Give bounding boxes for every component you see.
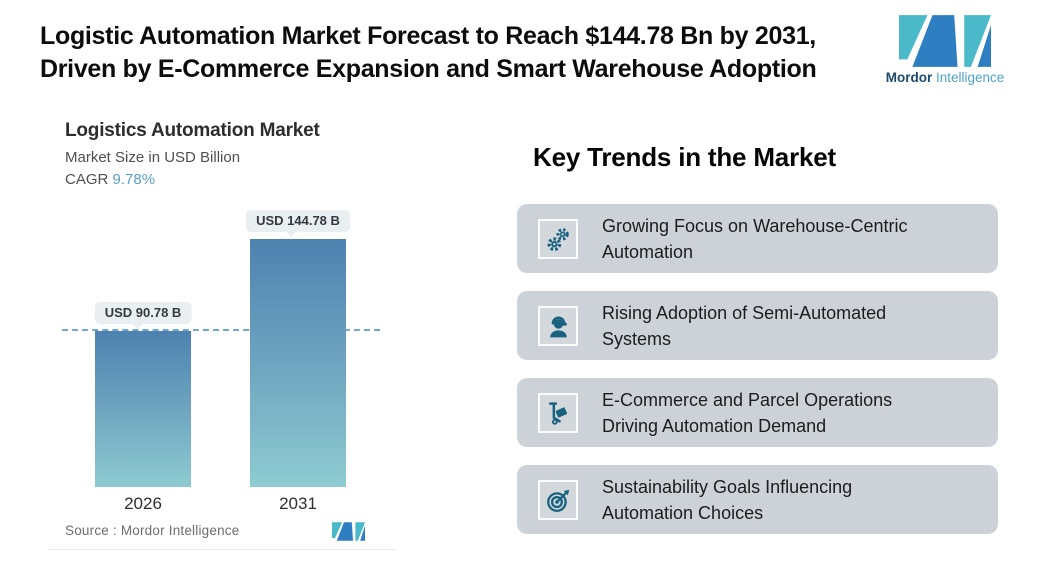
page-title: Logistic Automation Market Forecast to R…: [40, 20, 880, 86]
value-label-2026: USD 90.78 B: [94, 302, 192, 329]
brand-name-light: Intelligence: [935, 70, 1005, 85]
mini-logo-icon: [332, 522, 365, 541]
axis-label-2031: 2031: [279, 494, 317, 513]
brand-name: Mordor Intelligence: [878, 70, 1012, 85]
page-title-line2: Driven by E-Commerce Expansion and Smart…: [40, 55, 817, 83]
source-attribution: Source : Mordor Intelligence: [65, 523, 240, 538]
trend-text: Growing Focus on Warehouse-Centric Autom…: [602, 213, 907, 265]
chart-subtitle: Market Size in USD Billion: [65, 149, 241, 166]
hand-truck-icon: [538, 393, 578, 433]
reference-dashed-line: [62, 329, 380, 331]
trend-card-ecommerce-parcel: E-Commerce and Parcel Operations Driving…: [517, 378, 998, 447]
trends-heading: Key Trends in the Market: [533, 142, 836, 172]
brand-name-bold: Mordor: [885, 70, 933, 85]
trend-line1: E-Commerce and Parcel Operations: [602, 389, 893, 410]
axis-label-2026: 2026: [124, 494, 162, 513]
trend-line1: Growing Focus on Warehouse-Centric: [602, 215, 908, 236]
mordor-intelligence-logo-icon: [899, 15, 991, 67]
cagr-value: 9.78%: [112, 171, 156, 188]
cagr-label: CAGR: [65, 171, 109, 188]
trend-line1: Rising Adoption of Semi-Automated: [602, 302, 887, 323]
trend-line2: Automation: [602, 241, 694, 262]
trend-text: E-Commerce and Parcel Operations Driving…: [602, 387, 892, 439]
market-chart-panel: Logistics Automation Market Market Size …: [40, 110, 400, 555]
headset-person-icon: [538, 306, 578, 346]
target-arrow-icon: [538, 480, 578, 520]
trend-text: Sustainability Goals Influencing Automat…: [602, 474, 852, 526]
bar-2031: [250, 239, 346, 487]
trend-text: Rising Adoption of Semi-Automated System…: [602, 300, 886, 352]
gears-icon: [538, 219, 578, 259]
chart-title: Logistics Automation Market: [65, 120, 320, 141]
bar-2026: [95, 331, 191, 487]
chart-cagr: CAGR 9.78%: [65, 171, 155, 188]
trend-line2: Driving Automation Demand: [602, 415, 827, 436]
trend-line2: Systems: [602, 328, 672, 349]
trend-line2: Automation Choices: [602, 502, 764, 523]
brand-logo: Mordor Intelligence: [878, 15, 1012, 85]
value-label-2031: USD 144.78 B: [246, 210, 350, 237]
trend-card-sustainability: Sustainability Goals Influencing Automat…: [517, 465, 998, 534]
panel-divider: [48, 549, 396, 550]
trend-card-semi-automated: Rising Adoption of Semi-Automated System…: [517, 291, 998, 360]
page-title-line1: Logistic Automation Market Forecast to R…: [40, 22, 816, 50]
trend-line1: Sustainability Goals Influencing: [602, 476, 853, 497]
trend-card-warehouse-automation: Growing Focus on Warehouse-Centric Autom…: [517, 204, 998, 273]
